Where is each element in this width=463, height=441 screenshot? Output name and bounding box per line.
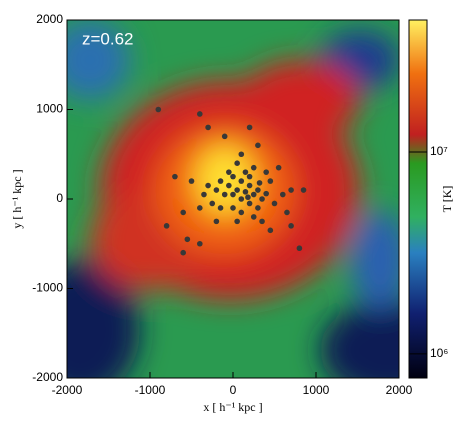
- point: [184, 236, 191, 243]
- point: [226, 169, 232, 175]
- point: [205, 182, 211, 189]
- point: [259, 218, 265, 225]
- x-tick-label: 2000: [386, 383, 413, 397]
- point: [280, 191, 286, 198]
- y-tick-label: 2000: [36, 12, 63, 26]
- point: [226, 182, 232, 189]
- annotation: z=0.62: [82, 29, 134, 48]
- point: [201, 191, 207, 198]
- point: [259, 196, 265, 202]
- point: [300, 187, 307, 193]
- point: [205, 124, 211, 131]
- y-tick-label: -2000: [32, 370, 63, 384]
- point: [246, 182, 253, 189]
- y-tick-label: 1000: [36, 102, 63, 116]
- point: [267, 227, 274, 234]
- point: [197, 240, 203, 247]
- point: [256, 180, 263, 186]
- point: [230, 191, 236, 198]
- point: [250, 214, 257, 220]
- y-axis-label: y [ h⁻¹ kpc ]: [10, 169, 24, 228]
- point: [238, 151, 245, 158]
- point: [246, 200, 253, 207]
- point: [213, 187, 220, 193]
- point: [209, 200, 216, 207]
- x-tick-label: 0: [230, 383, 237, 397]
- point: [275, 164, 282, 171]
- point: [217, 178, 224, 184]
- point: [271, 200, 278, 207]
- point: [255, 142, 261, 149]
- colorbar-label: T [K]: [440, 186, 454, 213]
- point: [288, 223, 294, 229]
- point: [180, 249, 186, 256]
- point: [197, 205, 203, 211]
- point: [255, 187, 261, 193]
- temperature-map: [67, 20, 399, 378]
- point: [242, 189, 249, 195]
- point: [246, 173, 253, 180]
- x-tick-label: -1000: [135, 383, 166, 397]
- point: [250, 164, 257, 171]
- point: [263, 169, 270, 175]
- point: [230, 173, 236, 180]
- point: [221, 191, 228, 198]
- point: [242, 169, 249, 175]
- point: [246, 124, 253, 131]
- point: [296, 245, 303, 252]
- point: [230, 205, 236, 211]
- point: [238, 178, 245, 184]
- point: [250, 191, 257, 198]
- point: [284, 209, 290, 216]
- point: [263, 190, 270, 197]
- point: [163, 223, 170, 229]
- point: [267, 178, 274, 184]
- point: [172, 173, 178, 180]
- point: [188, 178, 195, 184]
- point: [288, 187, 294, 193]
- y-tick-label: -1000: [32, 281, 63, 295]
- point: [238, 196, 245, 202]
- point: [238, 209, 245, 216]
- point: [234, 187, 240, 193]
- colorbar-tick-label: 10⁷: [430, 144, 448, 158]
- point: [245, 194, 251, 201]
- colorbar-tick-label: 10⁶: [430, 346, 448, 360]
- x-tick-label: 1000: [303, 383, 330, 397]
- point: [213, 218, 220, 225]
- point: [255, 205, 261, 211]
- x-tick-label: -2000: [52, 383, 83, 397]
- point: [234, 218, 240, 225]
- point: [221, 133, 228, 140]
- y-tick-label: 0: [56, 191, 63, 205]
- point: [217, 205, 224, 211]
- point: [180, 209, 186, 216]
- colorbar: [408, 19, 428, 379]
- point: [197, 111, 203, 117]
- point: [234, 160, 240, 166]
- point: [155, 106, 162, 113]
- x-axis-label: x [ h⁻¹ kpc ]: [203, 400, 262, 414]
